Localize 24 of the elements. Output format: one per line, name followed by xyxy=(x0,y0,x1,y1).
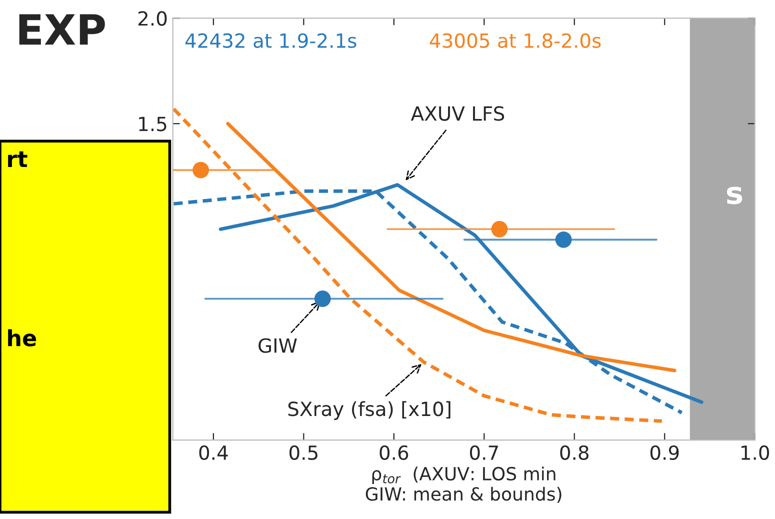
y-tick-label: 2.0 xyxy=(138,11,167,26)
x-tick-label: 1.0 xyxy=(742,445,770,460)
point xyxy=(192,162,210,178)
annotation: AXUV LFS xyxy=(410,106,504,121)
x-tick-label: 0.8 xyxy=(560,445,589,460)
chart-title: EXP xyxy=(19,14,105,45)
text: 43005 at 1.8-2.0s xyxy=(430,33,601,48)
y-tick-label: 1.5 xyxy=(139,116,166,132)
x-tick-label: 0.9 xyxy=(650,445,679,460)
x-tick-label: 0.4 xyxy=(199,445,228,460)
point xyxy=(314,290,331,307)
text: 42432 at 1.9-2.1s xyxy=(185,33,356,48)
point xyxy=(491,220,508,238)
text: rt xyxy=(8,151,28,168)
annotation: SXray (fsa) [x10] xyxy=(288,401,450,420)
point xyxy=(555,231,572,248)
x-tick-label: 0.7 xyxy=(470,445,498,460)
x-tick-label: 0.5 xyxy=(289,445,318,460)
annotation: s xyxy=(726,186,742,204)
annotation: GIW xyxy=(258,338,297,353)
text: he xyxy=(8,329,36,346)
x-axis-title: ρ$_{tor}$ (AXUV: LOS min GIW: mean & bounds) xyxy=(366,466,562,503)
x-tick-label: 0.6 xyxy=(380,445,408,460)
line-series xyxy=(172,107,664,423)
